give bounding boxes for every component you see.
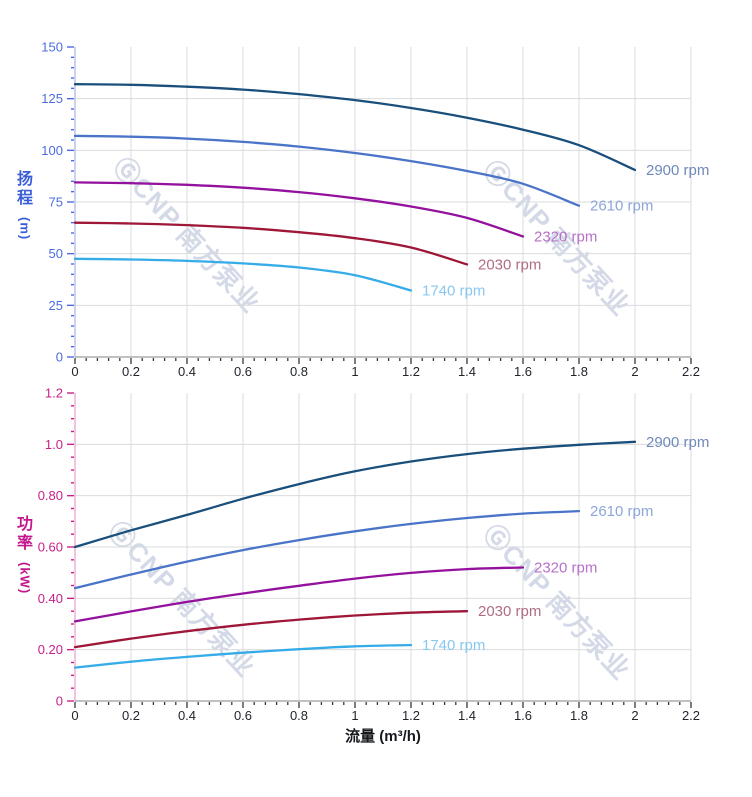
- curve-2030-rpm: [73, 221, 469, 266]
- head-axis-unit: (m): [17, 217, 33, 241]
- y-ticks: [67, 392, 74, 702]
- y-tick-label: 0.20: [38, 642, 63, 657]
- x-tick-label: 0.4: [178, 364, 196, 379]
- curve-label-2320-rpm: 2320 rpm: [534, 229, 597, 246]
- x-tick-label: 2: [631, 708, 638, 723]
- y-tick-label: 25: [49, 298, 63, 313]
- x-tick-label: 0.2: [122, 364, 140, 379]
- x-tick-label: 1.2: [402, 708, 420, 723]
- power-axis-title-char: 率: [16, 535, 33, 552]
- y-tick-label: 1.2: [45, 386, 63, 401]
- curve-label-2900-rpm: 2900 rpm: [646, 162, 709, 179]
- curve-label-2610-rpm: 2610 rpm: [590, 198, 653, 215]
- y-tick-label: 150: [41, 40, 63, 55]
- curve-label-2900-rpm: 2900 rpm: [646, 434, 709, 451]
- curve-1740-rpm: [73, 643, 413, 669]
- curve-2610-rpm: [73, 134, 581, 207]
- x-tick-label: 1.4: [458, 364, 476, 379]
- y-tick-label: 100: [41, 143, 63, 158]
- x-tick-label: 0.8: [290, 364, 308, 379]
- head-axis-title: 扬 程 (m): [11, 170, 39, 240]
- power-axis-title: 功 率 (kW): [11, 515, 39, 594]
- power-axis-unit: (kW): [17, 562, 33, 595]
- x-tick-label: 0.6: [234, 364, 252, 379]
- curve-label-2030-rpm: 2030 rpm: [478, 256, 541, 273]
- x-ticks: [74, 358, 692, 364]
- power-axis-title-char: 功: [16, 516, 33, 533]
- y-tick-label: 0: [56, 694, 63, 709]
- y-tick-label: 0: [56, 350, 63, 365]
- x-tick-label: 2.2: [682, 364, 700, 379]
- x-tick-label: 1: [351, 708, 358, 723]
- y-tick-label: 0.60: [38, 540, 63, 555]
- chart-power-curve: 1.2 1.0 0.80 0.60 0.40 0.20 00 0.2 0.4 0.6 0.8 1 1.2…: [38, 386, 710, 724]
- flow-axis-title: 流量 (m³/h): [345, 728, 421, 745]
- curve-1740-rpm: [73, 257, 413, 292]
- curve-2030-rpm: [73, 610, 469, 649]
- x-tick-label: 0.6: [234, 708, 252, 723]
- curve-label-2320-rpm: 2320 rpm: [534, 560, 597, 577]
- y-tick-label: 50: [49, 246, 63, 261]
- curve-2320-rpm: [73, 566, 525, 623]
- curve-2320-rpm: [73, 181, 525, 238]
- curve-2610-rpm: [73, 509, 581, 590]
- x-tick-label: 0: [71, 364, 78, 379]
- curve-label-1740-rpm: 1740 rpm: [422, 282, 485, 299]
- x-tick-label: 1.4: [458, 708, 476, 723]
- y-tick-label: 125: [41, 91, 63, 106]
- x-tick-label: 0.2: [122, 708, 140, 723]
- x-tick-label: 1: [351, 364, 358, 379]
- curve-2900-rpm: [73, 83, 637, 172]
- y-ticks: [67, 46, 74, 358]
- head-axis-title-char: 扬: [16, 171, 33, 188]
- head-axis-title-char: 程: [16, 190, 33, 207]
- x-tick-label: 0.4: [178, 708, 196, 723]
- curve-label-2610-rpm: 2610 rpm: [590, 503, 653, 520]
- y-tick-label: 75: [49, 195, 63, 210]
- x-tick-label: 1.2: [402, 364, 420, 379]
- y-tick-label: 1.0: [45, 437, 63, 452]
- gridlines: [75, 393, 692, 701]
- x-ticks: [74, 702, 692, 708]
- chart-head-curve: 150 125 100 75 50 25 00 0.2 0.4 0.6 0.8 1 1.2 1.4 1.6 1…: [41, 40, 709, 380]
- x-tick-label: 1.6: [514, 364, 532, 379]
- curve-label-2030-rpm: 2030 rpm: [478, 603, 541, 620]
- x-tick-label: 1.8: [570, 708, 588, 723]
- y-tick-label: 0.40: [38, 591, 63, 606]
- x-tick-label: 0: [71, 708, 78, 723]
- x-tick-label: 1.6: [514, 708, 532, 723]
- x-tick-label: 1.8: [570, 364, 588, 379]
- curve-label-1740-rpm: 1740 rpm: [422, 637, 485, 654]
- x-tick-label: 0.8: [290, 708, 308, 723]
- x-tick-label: 2: [631, 364, 638, 379]
- y-tick-label: 0.80: [38, 488, 63, 503]
- curve-2900-rpm: [73, 440, 637, 549]
- x-tick-label: 2.2: [682, 708, 700, 723]
